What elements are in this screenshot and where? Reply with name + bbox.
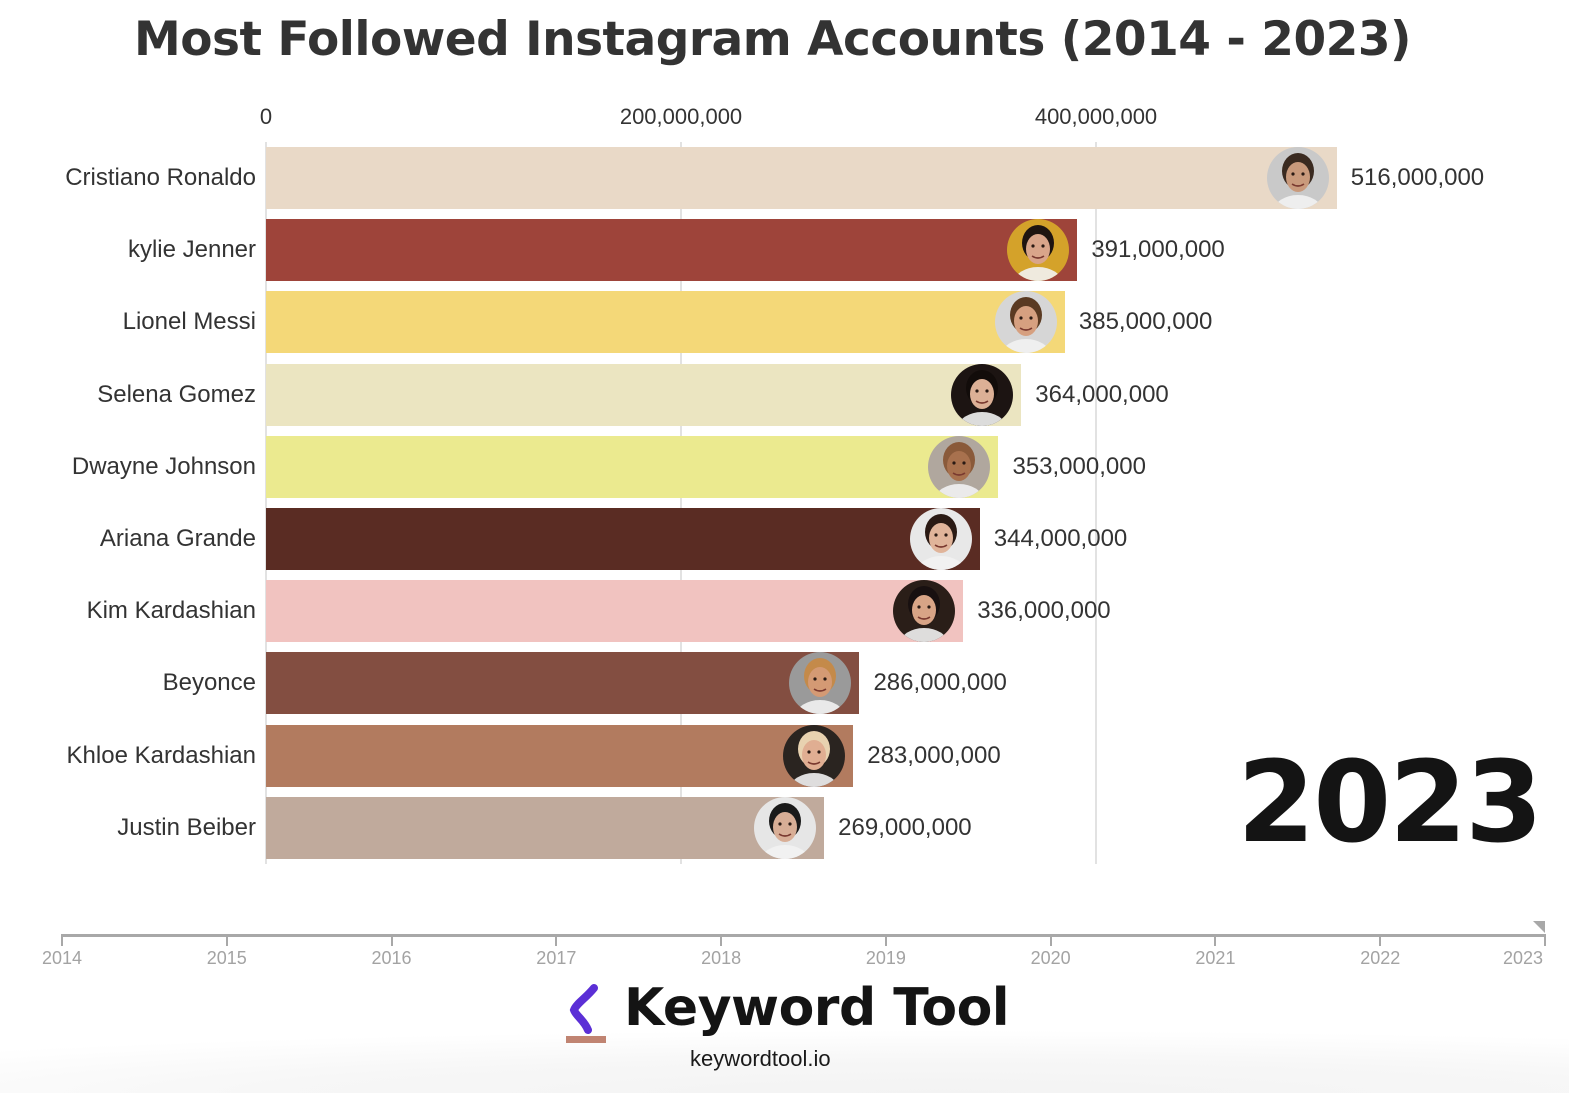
- timeline-year-2015[interactable]: 2015: [206, 948, 247, 968]
- timeline-tick: [884, 934, 887, 946]
- axis-tick-label: 200,000,000: [619, 104, 743, 129]
- bar-category-label: Kim Kardashian: [86, 597, 256, 625]
- bar-row: Dwayne Johnson 353,000,000: [0, 435, 1569, 498]
- bar-row: Cristiano Ronaldo 516,000,000: [0, 147, 1569, 209]
- timeline-year-2017[interactable]: 2017: [536, 948, 577, 968]
- bar-value-label: 353,000,000: [1012, 452, 1146, 480]
- timeline-tick: [1214, 934, 1217, 946]
- bar-value-label: 283,000,000: [867, 741, 1001, 769]
- gridline: [680, 142, 682, 864]
- axis-tick-label: 400,000,000: [1034, 104, 1158, 129]
- ariana-grande-avatar-icon: [909, 508, 972, 570]
- bar: [266, 219, 1078, 282]
- bar-value-label: 336,000,000: [977, 597, 1111, 625]
- bar-row: Lionel Messi 385,000,000: [0, 291, 1569, 354]
- gridline: [1095, 142, 1097, 864]
- bar: [266, 580, 964, 643]
- bar-row: kylie Jenner 391,000,000: [0, 219, 1569, 282]
- brand-url: keywordtool.io: [690, 1046, 831, 1071]
- timeline-tick: [61, 934, 63, 946]
- axis-tick-label: 0: [259, 104, 273, 129]
- timeline-tick: [1049, 934, 1052, 946]
- bar-value-label: 391,000,000: [1091, 236, 1225, 264]
- bar-category-label: Selena Gomez: [97, 380, 256, 408]
- chart-title: Most Followed Instagram Accounts (2014 -…: [133, 12, 1412, 67]
- timeline-handle-icon[interactable]: [1533, 921, 1545, 933]
- khloe-kardashian-avatar-icon: [783, 724, 846, 787]
- timeline-year-2022[interactable]: 2022: [1360, 948, 1401, 968]
- dwayne-johnson-avatar-icon: [928, 435, 991, 498]
- bar-row: Khloe Kardashian 283,000,000: [0, 724, 1569, 787]
- timeline-tick: [390, 934, 393, 946]
- timeline-tick: [720, 934, 723, 946]
- bar-row: Ariana Grande 344,000,000: [0, 508, 1569, 570]
- bar-value-label: 364,000,000: [1035, 380, 1169, 408]
- current-year-label: 2023: [1237, 738, 1543, 868]
- bar-category-label: Dwayne Johnson: [71, 452, 256, 480]
- bar: [266, 147, 1337, 209]
- bar: [266, 724, 854, 787]
- keyword-tool-mark-icon: [566, 984, 606, 1043]
- bar-category-label: Khloe Kardashian: [66, 741, 256, 769]
- timeline-tick: [1544, 934, 1546, 946]
- selena-gomez-avatar-icon: [951, 363, 1014, 426]
- timeline-tick: [225, 934, 228, 946]
- bar-row: Beyonce 286,000,000: [0, 652, 1569, 715]
- bar: [266, 291, 1065, 354]
- cristiano-ronaldo-avatar-icon: [1266, 147, 1329, 209]
- bar: [266, 363, 1022, 426]
- bar: [266, 652, 860, 715]
- bar-value-label: 516,000,000: [1350, 164, 1485, 191]
- bar-row: Justin Beiber 269,000,000: [0, 796, 1569, 859]
- bar-row: Kim Kardashian 336,000,000: [0, 580, 1569, 643]
- beyonce-avatar-icon: [789, 652, 852, 715]
- brand-name: Keyword Tool: [624, 978, 1010, 1038]
- timeline-year-2021[interactable]: 2021: [1195, 948, 1236, 968]
- background-fade: [0, 1000, 1569, 1093]
- bar-value-label: 385,000,000: [1078, 308, 1213, 336]
- bar-value-label: 286,000,000: [873, 669, 1007, 697]
- timeline-year-2019[interactable]: 2019: [865, 948, 906, 968]
- bar-category-label: Justin Beiber: [117, 813, 256, 841]
- bar-row: Selena Gomez 364,000,000: [0, 363, 1569, 426]
- kylie-jenner-avatar-icon: [1007, 219, 1070, 282]
- timeline-tick: [555, 934, 558, 946]
- timeline-year-2018[interactable]: 2018: [701, 948, 742, 968]
- bar-category-label: Beyonce: [162, 669, 256, 697]
- bar-category-label: Cristiano Ronaldo: [65, 164, 256, 191]
- bar: [266, 435, 999, 498]
- bar-value-label: 344,000,000: [993, 525, 1128, 552]
- bar: [266, 508, 980, 570]
- bar-category-label: Lionel Messi: [122, 308, 256, 336]
- bar-value-label: 269,000,000: [838, 813, 972, 841]
- timeline-tick: [1379, 934, 1382, 946]
- bar-category-label: kylie Jenner: [127, 236, 256, 264]
- bar: [266, 796, 825, 859]
- timeline-slider-track[interactable]: [62, 934, 1546, 937]
- timeline-year-2020[interactable]: 2020: [1030, 948, 1071, 968]
- bar-category-label: Ariana Grande: [99, 525, 256, 552]
- timeline-year-2014[interactable]: 2014: [41, 948, 83, 968]
- kim-kardashian-avatar-icon: [893, 580, 956, 643]
- justin-bieber-avatar-icon: [754, 796, 817, 859]
- zero-baseline: [265, 142, 267, 864]
- timeline-year-2023[interactable]: 2023: [1502, 948, 1544, 968]
- lionel-messi-avatar-icon: [994, 291, 1057, 354]
- timeline-year-2016[interactable]: 2016: [371, 948, 412, 968]
